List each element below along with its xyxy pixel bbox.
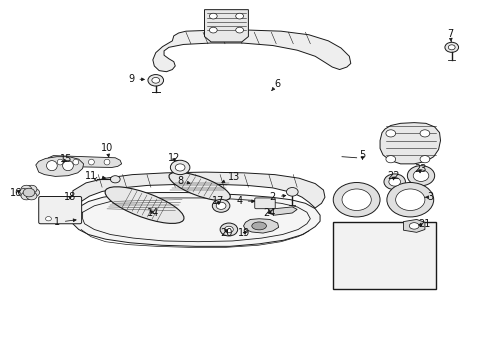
Ellipse shape [57, 159, 63, 165]
Circle shape [388, 177, 400, 186]
Ellipse shape [29, 189, 40, 197]
Ellipse shape [73, 159, 79, 165]
Circle shape [23, 188, 35, 197]
Polygon shape [379, 123, 440, 164]
Text: 24: 24 [263, 208, 276, 218]
Circle shape [419, 130, 429, 137]
Circle shape [170, 160, 189, 175]
Circle shape [209, 13, 217, 19]
Ellipse shape [26, 192, 37, 200]
Polygon shape [36, 157, 83, 176]
Text: 7: 7 [446, 29, 452, 41]
Circle shape [235, 27, 243, 33]
Circle shape [447, 45, 454, 50]
Circle shape [148, 75, 163, 86]
Polygon shape [153, 30, 350, 72]
Ellipse shape [104, 159, 110, 165]
Circle shape [152, 77, 159, 83]
Text: 17: 17 [211, 196, 224, 206]
Text: 21: 21 [417, 219, 429, 229]
Text: 18: 18 [63, 192, 76, 202]
Text: 15: 15 [60, 154, 73, 164]
Ellipse shape [62, 161, 73, 171]
Polygon shape [267, 207, 297, 215]
Text: 23: 23 [413, 164, 426, 174]
Polygon shape [47, 156, 122, 167]
Circle shape [385, 130, 395, 137]
Text: 6: 6 [271, 79, 280, 91]
Circle shape [286, 188, 298, 196]
Circle shape [216, 202, 225, 210]
Text: 12: 12 [167, 153, 180, 163]
FancyBboxPatch shape [39, 197, 81, 224]
Ellipse shape [46, 161, 57, 171]
Circle shape [386, 183, 433, 217]
Ellipse shape [408, 223, 418, 229]
Circle shape [220, 223, 237, 236]
Text: 4: 4 [236, 196, 254, 206]
Text: 11: 11 [84, 171, 105, 181]
Text: 8: 8 [177, 176, 190, 186]
Text: 19: 19 [238, 228, 250, 238]
Circle shape [383, 174, 405, 190]
Ellipse shape [169, 172, 230, 201]
Ellipse shape [105, 187, 183, 224]
Ellipse shape [21, 192, 32, 200]
Circle shape [341, 189, 370, 211]
Text: 14: 14 [146, 208, 159, 218]
Circle shape [444, 42, 458, 52]
Text: 16: 16 [10, 188, 22, 198]
Circle shape [212, 199, 229, 212]
Text: 20: 20 [219, 228, 232, 238]
Circle shape [395, 189, 424, 211]
Circle shape [209, 27, 217, 33]
Polygon shape [204, 10, 248, 42]
Circle shape [385, 156, 395, 163]
Polygon shape [73, 193, 320, 246]
Ellipse shape [19, 189, 29, 197]
Circle shape [407, 166, 434, 186]
Text: 10: 10 [101, 143, 113, 157]
Circle shape [413, 190, 424, 198]
Circle shape [235, 13, 243, 19]
Text: 2: 2 [269, 192, 285, 202]
FancyBboxPatch shape [332, 222, 435, 289]
Circle shape [412, 170, 428, 181]
Circle shape [175, 164, 184, 171]
Circle shape [224, 226, 233, 233]
Text: 1: 1 [54, 217, 76, 227]
Text: 3: 3 [424, 192, 433, 202]
Polygon shape [73, 172, 325, 212]
Text: 9: 9 [128, 74, 144, 84]
Polygon shape [403, 220, 424, 232]
Circle shape [45, 217, 51, 221]
FancyBboxPatch shape [254, 198, 275, 209]
Ellipse shape [88, 159, 94, 165]
Text: 13: 13 [222, 172, 240, 183]
Ellipse shape [21, 185, 32, 193]
Polygon shape [243, 219, 278, 233]
Circle shape [419, 156, 429, 163]
Circle shape [332, 183, 379, 217]
Text: 5: 5 [359, 150, 365, 160]
Circle shape [110, 176, 120, 183]
Ellipse shape [26, 185, 37, 193]
Ellipse shape [251, 222, 266, 230]
Text: 22: 22 [386, 171, 399, 181]
